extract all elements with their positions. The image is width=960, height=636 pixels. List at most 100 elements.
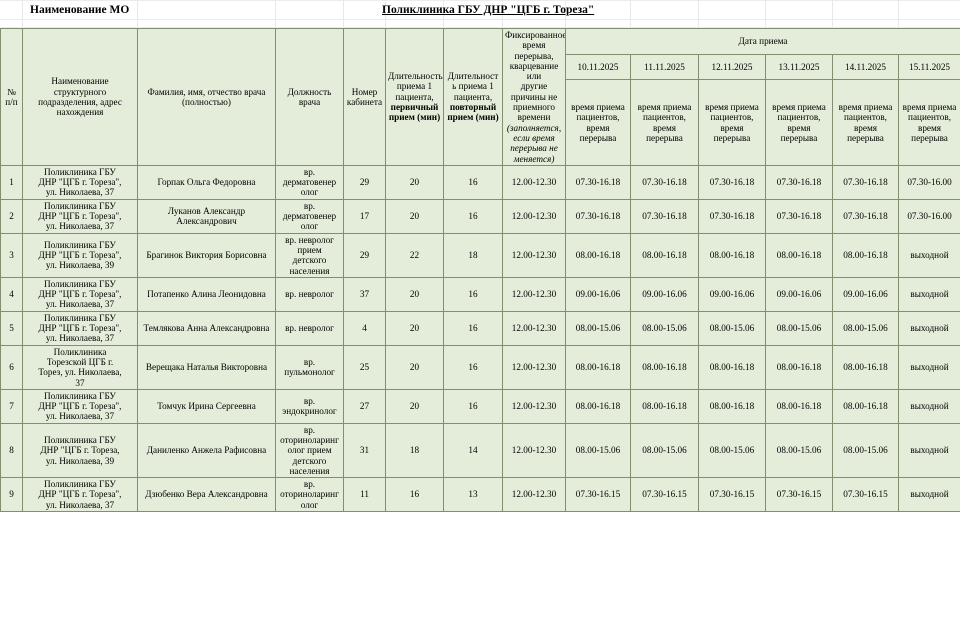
row-room: 29 [343, 232, 386, 278]
row-day-6: выходной [897, 344, 960, 390]
table-row: 2 Поликлиника ГБУ ДНР "ЦГБ г. Тореза", ул. … [0, 198, 960, 234]
table-row: 1 Поликлиника ГБУ ДНР "ЦГБ г. Тореза", ул. … [0, 164, 960, 200]
break-line3: кварцевание или [509, 60, 559, 82]
row-unit: Поликлиника ГБУ ДНР "ЦГБ г. Тореза, ул. Ни… [22, 422, 138, 479]
row-duration-primary: 22 [385, 232, 444, 278]
sub-line4: перерыва [713, 132, 751, 143]
dur-repeat-line1: Длительност [447, 71, 499, 82]
sub-line1: время приема [772, 102, 826, 113]
row-unit: Поликлиника ГБУ ДНР "ЦГБ г. Тореза", ул. Н… [22, 232, 138, 278]
sub-line4: перерыва [579, 132, 617, 143]
row-duration-primary: 20 [385, 198, 444, 234]
break-line1: Фиксированное [505, 30, 566, 40]
row-unit-line1: Поликлиника ГБУ [44, 166, 116, 177]
dur-repeat-line2: ь приема 1 [452, 81, 494, 92]
sub-line1: время приема [571, 102, 625, 113]
row-day-5: 08.00-15.06 [832, 422, 899, 479]
mo-label: Наименование МО [30, 4, 130, 16]
row-duration-repeat: 16 [443, 164, 503, 200]
row-unit-line1: Поликлиника ГБУ [44, 312, 116, 323]
row-day-6: выходной [897, 388, 960, 424]
row-position-line1: вр. невролог [285, 289, 334, 300]
break-note-line2: если время [513, 132, 555, 143]
sub-line3: время [787, 122, 811, 133]
row-break: 12.00-12.30 [502, 422, 566, 479]
date-header-3: 12.11.2025 [698, 53, 766, 81]
row-duration-primary: 20 [385, 310, 444, 346]
row-day-2: 08.00-16.18 [630, 344, 699, 390]
row-day-2: 09.00-16.06 [630, 276, 699, 312]
row-day-6: выходной [897, 232, 960, 278]
row-unit-line2: ДНР "ЦГБ г. Тореза", [38, 323, 122, 334]
row-position-line2: эндокринолог [282, 406, 337, 417]
row-position: вр. невролог прием детского населения [275, 232, 344, 278]
row-day-1: 07.30-16.18 [565, 198, 631, 234]
sub-line3: время [586, 122, 610, 133]
date-subheader-2: время приема пациентов, время перерыва [630, 79, 699, 166]
row-day-2: 08.00-15.06 [630, 422, 699, 479]
row-position-line2: дерматовенер [282, 211, 337, 222]
row-unit: Поликлиника ГБУ ДНР "ЦГБ г. Тореза", ул. Н… [22, 164, 138, 200]
sub-line4: перерыва [847, 132, 884, 143]
row-unit-line2: ДНР "ЦГБ г. Тореза", [38, 211, 122, 222]
break-note-line3: перерыва не [510, 143, 558, 154]
row-number: 5 [0, 310, 23, 346]
row-fio: Потапенко Алина Леонидовна [137, 276, 276, 312]
row-unit-line1: Поликлиника ГБУ [44, 390, 116, 401]
title-band: Наименование МО Поликлиника ГБУ ДНР "ЦГБ… [0, 0, 960, 28]
row-duration-primary: 20 [385, 276, 444, 312]
row-duration-repeat: 13 [443, 477, 503, 513]
row-fio: Даниленко Анжела Рафисовна [137, 422, 276, 479]
row-day-5: 08.00-16.18 [832, 344, 899, 390]
row-unit-line3: ул. Николаева, 37 [45, 333, 115, 344]
row-room: 29 [343, 164, 386, 200]
row-position-line2: дерматовенер [282, 177, 337, 188]
row-position-line5: населения [289, 465, 330, 476]
sub-line1: время приема [838, 102, 893, 113]
row-duration-repeat: 16 [443, 388, 503, 424]
row-duration-primary: 16 [385, 477, 444, 513]
row-break: 12.00-12.30 [502, 164, 566, 200]
row-fio: Дзюбенко Вера Александровна [137, 477, 276, 513]
sub-line1: время приема [705, 102, 759, 113]
row-position-line4: детского [292, 455, 327, 466]
row-day-2: 07.30-16.15 [630, 477, 699, 513]
row-unit-line3: ул. Николаева, 37 [45, 299, 115, 310]
col-header-num: № п/п [0, 28, 23, 166]
row-duration-primary: 20 [385, 388, 444, 424]
row-break: 12.00-12.30 [502, 198, 566, 234]
row-unit-line1: Поликлиника [53, 346, 107, 357]
row-unit-line2: ДНР "ЦГБ г. Тореза", [38, 401, 122, 412]
row-position-line2: оториноларинг [280, 489, 339, 500]
table-head: № п/п Наименование структурного подразде… [0, 28, 960, 166]
row-fio: Горпак Ольга Федоровна [137, 164, 276, 200]
row-day-1: 08.00-16.18 [565, 232, 631, 278]
row-position-line2: оториноларинг [280, 434, 339, 445]
row-day-6: 07.30-16.00 [897, 198, 960, 234]
row-position-line1: вр. [303, 200, 316, 211]
table-row: 4 Поликлиника ГБУ ДНР "ЦГБ г. Тореза", ул. … [0, 276, 960, 312]
row-day-4: 08.00-16.18 [765, 388, 833, 424]
table-row: 8 Поликлиника ГБУ ДНР "ЦГБ г. Тореза, ул. Н… [0, 422, 960, 479]
row-position-line3: олог прием [287, 445, 332, 456]
row-number: 9 [0, 477, 23, 513]
row-position-line3: олог [300, 221, 319, 232]
row-day-1: 07.30-16.18 [565, 164, 631, 200]
row-position: вр. невролог [275, 276, 344, 312]
row-unit: Поликлиника Торезской ЦГБ г. Торез, ул. Ни… [22, 344, 138, 390]
row-room: 31 [343, 422, 386, 479]
dur-repeat-line5: прием (мин) [447, 112, 499, 123]
row-position-line1: вр. [303, 356, 316, 367]
row-unit: Поликлиника ГБУ ДНР "ЦГБ г. Тореза", ул. Н… [22, 477, 138, 513]
row-day-1: 08.00-16.18 [565, 388, 631, 424]
row-day-3: 08.00-15.06 [698, 310, 766, 346]
row-day-5: 08.00-16.18 [832, 232, 899, 278]
row-break: 12.00-12.30 [502, 310, 566, 346]
row-fio: Темлякова Анна Александровна [137, 310, 276, 346]
row-number: 1 [0, 164, 23, 200]
dur-repeat-line3: пациента, [453, 91, 493, 102]
header-row-sub: время приема пациентов, время перерыва время… [1, 79, 960, 166]
schedule-table: № п/п Наименование структурного подразде… [0, 28, 960, 513]
row-position-line1: вр. невролог [285, 323, 334, 334]
table-row: 6 Поликлиника Торезской ЦГБ г. Торез, ул. Н… [0, 344, 960, 390]
